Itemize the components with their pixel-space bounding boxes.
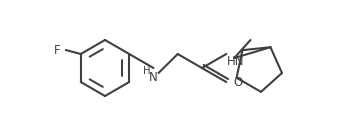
Text: H: H: [143, 66, 150, 76]
Text: F: F: [54, 44, 61, 57]
Text: O: O: [233, 75, 243, 88]
Text: HN: HN: [227, 54, 245, 67]
Text: N: N: [149, 71, 158, 83]
